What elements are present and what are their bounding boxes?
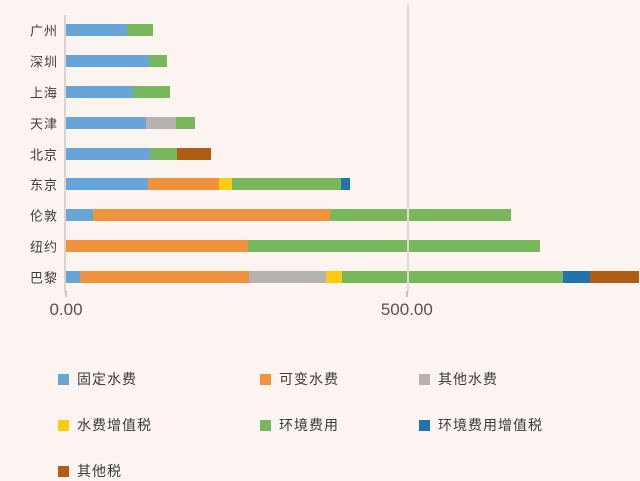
bar-track bbox=[66, 178, 640, 191]
legend-swatch-icon bbox=[260, 373, 271, 385]
bar-track bbox=[66, 270, 640, 283]
legend-label: 其他水费 bbox=[438, 373, 498, 388]
bar-segment bbox=[147, 178, 219, 191]
legend-swatch-icon bbox=[419, 419, 430, 431]
bar-segment bbox=[562, 270, 591, 283]
bar-segment bbox=[66, 24, 128, 37]
bar-segment bbox=[340, 178, 350, 191]
x-tick-label: 500.00 bbox=[380, 300, 433, 319]
legend-item: 水费增值税 bbox=[58, 415, 260, 435]
bar-segment bbox=[127, 24, 153, 37]
category-label: 深圳 bbox=[29, 54, 58, 70]
category-label: 纽约 bbox=[29, 239, 58, 255]
bar-segment bbox=[149, 55, 167, 68]
bar-segment bbox=[231, 178, 341, 191]
legend-item: 固定水费 bbox=[58, 369, 260, 389]
category-label: 伦敦 bbox=[29, 208, 58, 224]
legend-label: 可变水费 bbox=[279, 373, 339, 388]
bar-segment bbox=[329, 209, 512, 222]
bar-row: 广州 bbox=[30, 15, 640, 46]
legend-label: 环境费用 bbox=[279, 419, 339, 434]
legend-item: 环境费用增值税 bbox=[419, 415, 623, 435]
bar-track bbox=[66, 116, 640, 129]
x-tick-mark bbox=[405, 291, 408, 297]
bar-track bbox=[66, 239, 640, 252]
bar-row: 伦敦 bbox=[30, 200, 640, 231]
x-axis: 0.00 500.00 bbox=[49, 291, 640, 331]
bar-segment bbox=[66, 55, 150, 68]
bar-row: 纽约 bbox=[30, 230, 640, 261]
bar-row: 北京 bbox=[30, 138, 640, 169]
bar-track bbox=[66, 147, 640, 160]
legend-item: 其他水费 bbox=[419, 369, 623, 389]
bar-row: 深圳 bbox=[30, 46, 640, 77]
category-label: 巴黎 bbox=[29, 270, 58, 286]
y-axis-line bbox=[64, 15, 66, 292]
legend: 固定水费 可变水费 其他水费水费增值税 环境费用 环境费用增值税其他税 bbox=[58, 356, 623, 481]
bar-segment bbox=[66, 178, 148, 191]
legend-swatch-icon bbox=[58, 419, 69, 431]
plot-area: 广州深圳上海天津北京东京伦敦纽约巴黎 bbox=[30, 4, 640, 292]
bar-row: 东京 bbox=[30, 169, 640, 200]
bar-segment bbox=[66, 209, 94, 222]
bar-segment bbox=[175, 116, 195, 129]
bar-segment bbox=[342, 270, 563, 283]
category-label: 广州 bbox=[29, 23, 58, 39]
bar-segment bbox=[326, 270, 343, 283]
category-label: 天津 bbox=[29, 116, 58, 132]
bar-track bbox=[66, 209, 640, 222]
x-tick-label: 0.00 bbox=[49, 300, 83, 319]
bar-segment bbox=[248, 239, 541, 252]
legend-swatch-icon bbox=[58, 465, 69, 477]
bar-segment bbox=[146, 116, 176, 129]
category-label: 上海 bbox=[29, 85, 58, 101]
bar-segment bbox=[133, 85, 170, 98]
bar-row: 上海 bbox=[30, 77, 640, 108]
bar-segment bbox=[149, 147, 178, 160]
bar-segment bbox=[177, 147, 211, 160]
bar-segment bbox=[66, 270, 81, 283]
legend-swatch-icon bbox=[419, 373, 430, 385]
legend-item: 其他税 bbox=[58, 461, 260, 481]
bar-track bbox=[66, 24, 640, 37]
legend-label: 固定水费 bbox=[77, 373, 137, 388]
bar-track bbox=[66, 85, 640, 98]
x-tick-mark bbox=[65, 291, 67, 297]
legend-item: 环境费用 bbox=[260, 415, 419, 435]
legend-swatch-icon bbox=[58, 373, 69, 385]
bar-row: 巴黎 bbox=[30, 261, 640, 292]
legend-label: 其他税 bbox=[77, 465, 122, 480]
legend-item: 可变水费 bbox=[260, 369, 419, 389]
bar-segment bbox=[248, 270, 327, 283]
legend-label: 环境费用增值税 bbox=[438, 419, 543, 434]
bar-segment bbox=[66, 239, 249, 252]
bar-row: 天津 bbox=[30, 107, 640, 138]
bar-segment bbox=[80, 270, 249, 283]
bar-segment bbox=[66, 85, 134, 98]
bar-segment bbox=[93, 209, 330, 222]
bar-segment bbox=[66, 116, 147, 129]
category-label: 东京 bbox=[29, 177, 58, 193]
category-label: 北京 bbox=[29, 147, 58, 163]
bar-segment bbox=[218, 178, 232, 191]
legend-swatch-icon bbox=[260, 419, 271, 431]
bar-rows: 广州深圳上海天津北京东京伦敦纽约巴黎 bbox=[30, 15, 640, 292]
bar-segment bbox=[590, 270, 640, 283]
legend-label: 水费增值税 bbox=[77, 419, 152, 434]
gridline bbox=[406, 4, 409, 292]
bar-segment bbox=[66, 147, 150, 160]
bar-track bbox=[66, 55, 640, 68]
